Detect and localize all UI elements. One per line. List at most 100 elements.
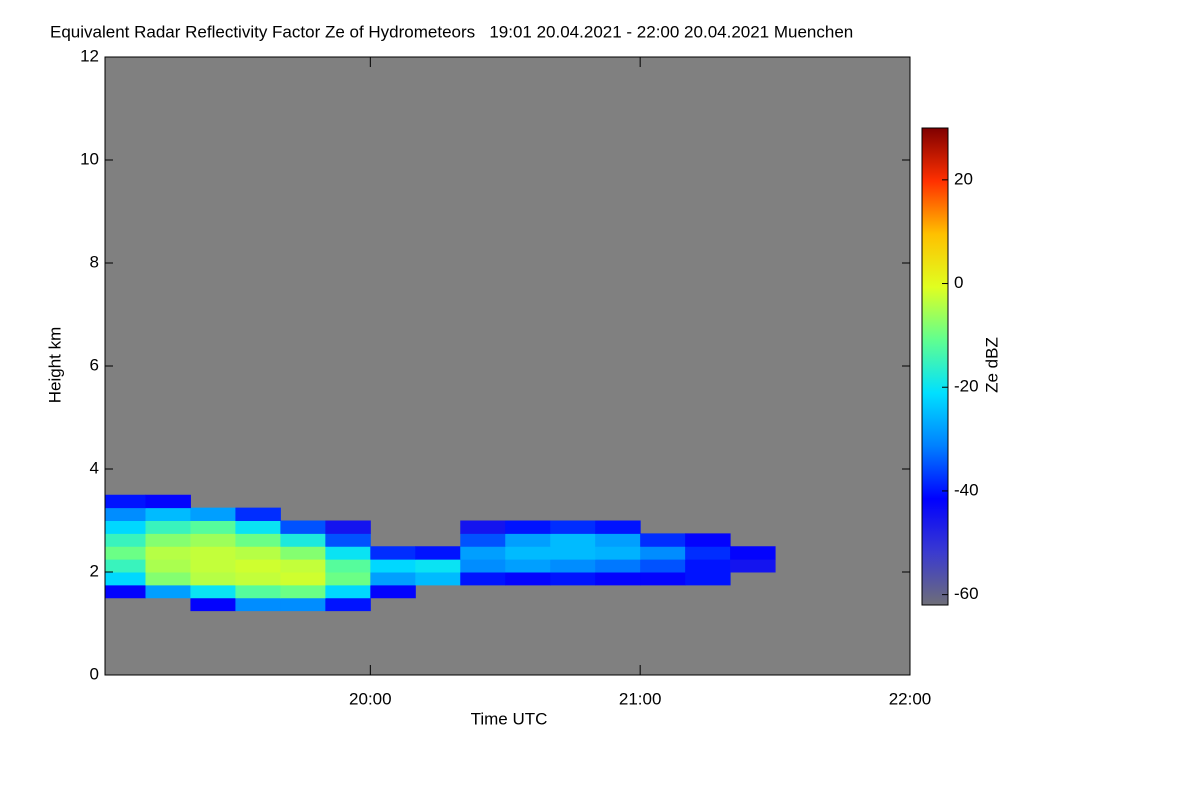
heatmap-cell: [370, 546, 416, 560]
heatmap-cell: [190, 507, 236, 521]
colorbar-tick-label: 20: [954, 169, 973, 188]
heatmap-cell: [190, 520, 236, 534]
heatmap-cell: [550, 533, 596, 547]
heatmap-cell: [145, 494, 191, 509]
colorbar-tick-label: -20: [954, 377, 979, 396]
heatmap-cell: [730, 559, 776, 573]
heatmap-cell: [550, 572, 596, 586]
heatmap-cell: [105, 572, 146, 586]
y-tick-label: 0: [90, 664, 99, 683]
x-tick-label: 22:00: [889, 689, 932, 708]
heatmap-cell: [235, 559, 281, 573]
heatmap-cell: [460, 533, 506, 547]
y-tick-label: 6: [90, 355, 99, 374]
y-tick-label: 4: [90, 458, 99, 477]
heatmap-cell: [550, 520, 596, 534]
heatmap-cell: [235, 507, 281, 521]
heatmap-cell: [145, 584, 191, 599]
x-tick-label: 21:00: [619, 689, 662, 708]
colorbar-tick-label: -40: [954, 480, 979, 499]
heatmap-cell: [685, 572, 731, 586]
heatmap-cell: [235, 597, 281, 612]
heatmap-cell: [105, 494, 146, 509]
heatmap-cell: [685, 546, 731, 560]
heatmap-cell: [105, 546, 146, 560]
heatmap-cell: [190, 572, 236, 586]
heatmap-cell: [730, 546, 776, 560]
heatmap-cell: [505, 546, 551, 560]
heatmap-cell: [190, 546, 236, 560]
heatmap-cell: [325, 584, 371, 599]
heatmap-cell: [190, 559, 236, 573]
heatmap-cell: [280, 546, 326, 560]
heatmap-cell: [105, 559, 146, 573]
heatmap-cell: [640, 533, 686, 547]
heatmap-cell: [190, 597, 236, 612]
heatmap-cell: [370, 559, 416, 573]
heatmap-cell: [280, 597, 326, 612]
heatmap-cell: [280, 533, 326, 547]
heatmap-cell: [370, 572, 416, 586]
colorbar-label: Ze dBZ: [982, 337, 1001, 393]
heatmap-cell: [460, 572, 506, 586]
heatmap-cell: [505, 520, 551, 534]
heatmap-cell: [415, 546, 461, 560]
heatmap-cell: [505, 559, 551, 573]
heatmap-cell: [105, 533, 146, 547]
heatmap-cell: [145, 520, 191, 534]
heatmap-cell: [595, 520, 641, 534]
x-axis-label: Time UTC: [471, 709, 548, 728]
heatmap-cell: [325, 597, 371, 612]
heatmap-cell: [280, 584, 326, 599]
y-tick-label: 2: [90, 561, 99, 580]
heatmap-cell: [415, 572, 461, 586]
heatmap-cell: [460, 559, 506, 573]
heatmap-cell: [640, 559, 686, 573]
heatmap-cell: [145, 507, 191, 521]
heatmap-cell: [280, 559, 326, 573]
heatmap-cell: [105, 507, 146, 521]
x-tick-label: 20:00: [349, 689, 392, 708]
heatmap-cell: [460, 520, 506, 534]
heatmap-cell: [325, 559, 371, 573]
heatmap-cell: [145, 533, 191, 547]
colorbar-tick-label: 0: [954, 273, 963, 292]
y-tick-label: 10: [80, 149, 99, 168]
heatmap-cell: [505, 572, 551, 586]
chart-title: Equivalent Radar Reflectivity Factor Ze …: [50, 22, 853, 41]
heatmap-cell: [370, 584, 416, 599]
heatmap-cell: [145, 572, 191, 586]
heatmap-cell: [235, 520, 281, 534]
heatmap-cell: [280, 520, 326, 534]
heatmap-cell: [325, 533, 371, 547]
heatmap-cell: [595, 572, 641, 586]
heatmap-cell: [190, 533, 236, 547]
y-tick-label: 8: [90, 252, 99, 271]
heatmap-cell: [280, 572, 326, 586]
heatmap-cell: [595, 559, 641, 573]
heatmap-cell: [105, 520, 146, 534]
heatmap-cell: [595, 533, 641, 547]
heatmap-cell: [505, 533, 551, 547]
heatmap-cell: [640, 572, 686, 586]
heatmap-cell: [640, 546, 686, 560]
heatmap-cell: [595, 546, 641, 560]
heatmap-cell: [685, 559, 731, 573]
heatmap-cell: [460, 546, 506, 560]
heatmap-cell: [325, 520, 371, 534]
heatmap-cell: [550, 559, 596, 573]
heatmap-cell: [145, 546, 191, 560]
heatmap-cell: [105, 584, 146, 599]
colorbar: [921, 127, 949, 606]
y-axis-label: Height km: [45, 327, 64, 404]
heatmap-cell: [325, 546, 371, 560]
heatmap-cell: [685, 533, 731, 547]
heatmap-cell: [235, 572, 281, 586]
heatmap-cell: [235, 584, 281, 599]
heatmap-cell: [550, 546, 596, 560]
colorbar-tick-label: -60: [954, 584, 979, 603]
y-tick-label: 12: [80, 46, 99, 65]
heatmap-cell: [190, 584, 236, 599]
heatmap-cell: [415, 559, 461, 573]
heatmap-cell: [235, 546, 281, 560]
